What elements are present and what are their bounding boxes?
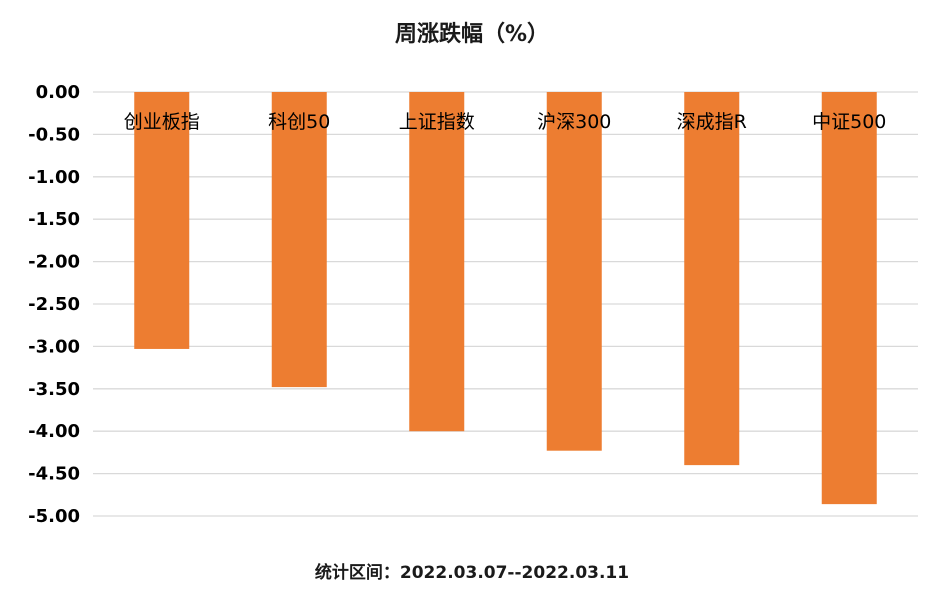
y-tick-label: -0.50: [28, 124, 80, 145]
y-tick-label: -3.50: [28, 379, 80, 400]
bar-3: [546, 92, 602, 451]
category-label-4: 深成指R: [677, 111, 747, 133]
category-labels: 创业板指 科创50 上证指数 沪深300 深成指R 中证500: [124, 111, 887, 133]
y-tick-label: -1.00: [28, 167, 80, 188]
chart-title: 周涨跌幅（%）: [394, 22, 550, 47]
y-tick-label: -3.00: [28, 336, 80, 357]
footnote-date-range: 2022.03.07--2022.03.11: [399, 563, 630, 583]
y-tick-label: 0.00: [36, 82, 80, 103]
bar-0: [134, 92, 190, 349]
y-tick-label: -1.50: [28, 209, 80, 230]
y-tick-label: -2.00: [28, 252, 80, 273]
statistics-period-note: 统计区间：2022.03.07--2022.03.11: [0, 558, 944, 583]
y-tick-label: -4.50: [28, 464, 80, 485]
gridlines: [93, 91, 918, 517]
bar-1: [271, 92, 327, 388]
y-tick-label: -5.00: [28, 506, 80, 527]
bar-5: [821, 92, 877, 505]
footnote-prefix: 统计区间：: [314, 563, 400, 583]
category-label-0: 创业板指: [124, 111, 200, 133]
bar-2: [409, 92, 465, 432]
category-label-3: 沪深300: [537, 111, 611, 133]
category-label-5: 中证500: [812, 111, 886, 133]
category-label-2: 上证指数: [399, 111, 475, 133]
y-tick-label: -2.50: [28, 294, 80, 315]
y-tick-label: -4.00: [28, 421, 80, 442]
category-label-1: 科创50: [268, 111, 330, 133]
y-axis-tick-labels: 0.00 -0.50 -1.00 -1.50 -2.00 -2.50 -3.00 -3.50 -…: [28, 82, 80, 527]
bar-4: [684, 92, 740, 466]
bars: [134, 92, 877, 505]
